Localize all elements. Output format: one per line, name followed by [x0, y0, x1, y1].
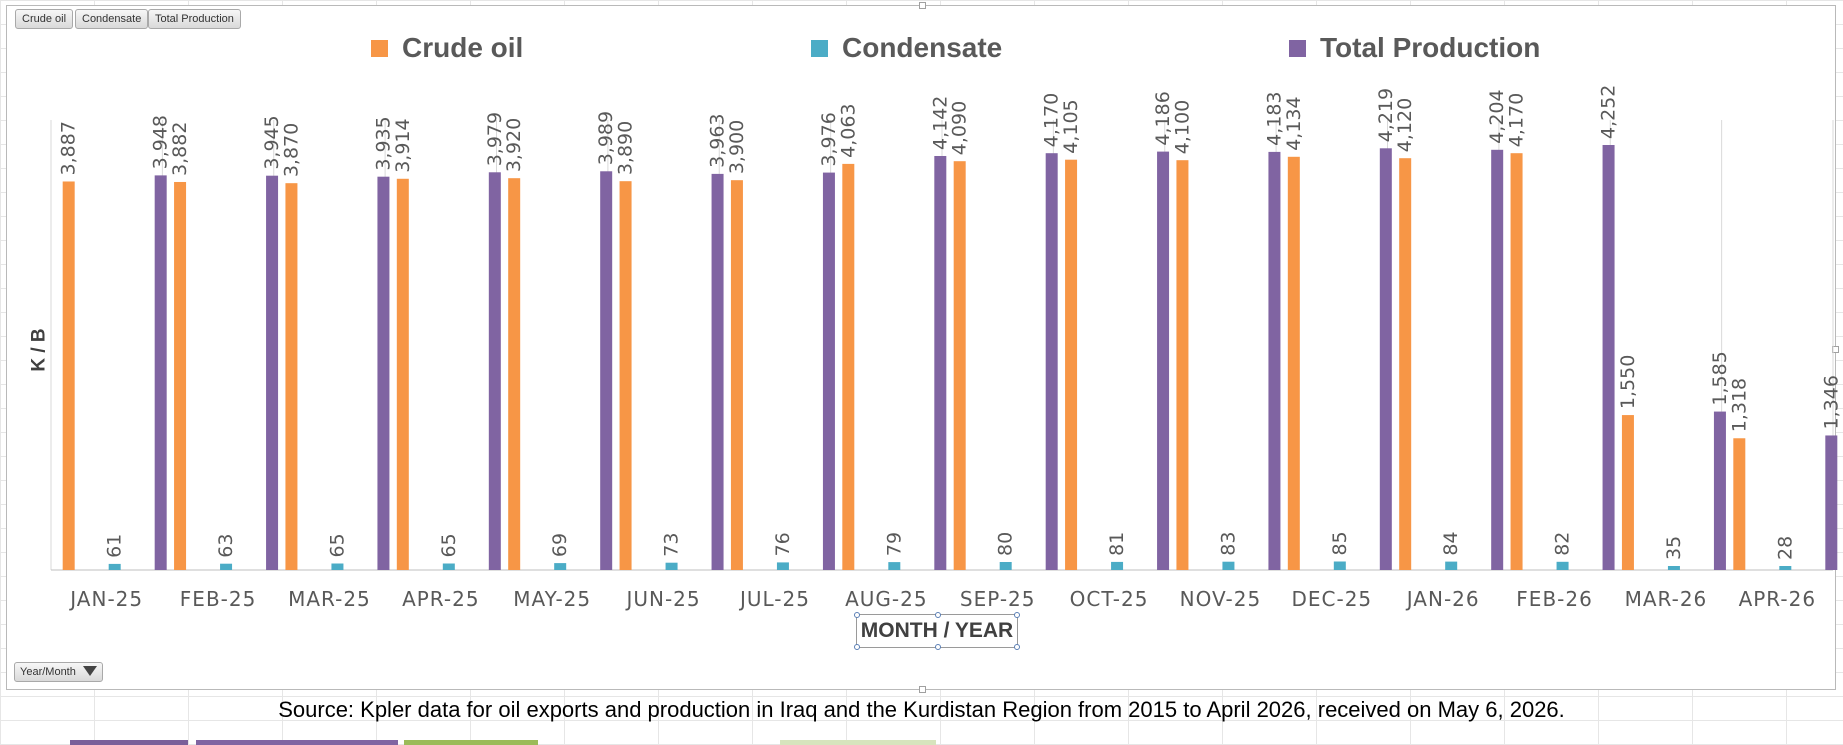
y-axis-title-text: K / B	[29, 328, 50, 372]
legend-swatch-crude-oil	[371, 39, 388, 57]
resize-handle-right[interactable]	[1832, 346, 1839, 353]
resize-handle-bottom[interactable]	[919, 686, 926, 693]
legend-item-crude-oil[interactable]: Crude oil	[371, 30, 523, 66]
field-button-condensate[interactable]: Condensate	[75, 9, 149, 29]
legend-label-total-production: Total Production	[1320, 32, 1541, 63]
source-caption: Source: Kpler data for oil exports and p…	[278, 697, 1565, 722]
sheet-tab[interactable]	[196, 740, 398, 745]
sheet-tab[interactable]	[780, 740, 936, 745]
selection-handle[interactable]	[935, 612, 941, 618]
selection-handle[interactable]	[1014, 644, 1020, 650]
field-button-total-production[interactable]: Total Production	[148, 9, 241, 29]
selection-handle[interactable]	[854, 644, 860, 650]
year-month-filter-button[interactable]: Year/Month	[14, 662, 103, 682]
legend-item-condensate[interactable]: Condensate	[811, 30, 1002, 66]
sheet-tab[interactable]	[404, 740, 538, 745]
legend-label-crude-oil: Crude oil	[402, 32, 524, 63]
filter-icon	[82, 666, 97, 676]
y-axis-title: K / B	[20, 328, 60, 372]
x-axis-title[interactable]: MONTH / YEAR	[854, 612, 1020, 650]
selection-handle[interactable]	[935, 644, 941, 650]
resize-handle-top[interactable]	[919, 2, 926, 9]
legend-swatch-condensate	[811, 39, 828, 57]
selection-handle[interactable]	[1014, 612, 1020, 618]
x-axis-title-text: MONTH / YEAR	[860, 619, 1014, 642]
legend-label-condensate: Condensate	[842, 32, 1003, 63]
field-button-crude-oil[interactable]: Crude oil	[15, 9, 74, 29]
selection-handle[interactable]	[854, 612, 860, 618]
legend-swatch-total-production	[1289, 39, 1306, 57]
chart-area[interactable]	[6, 2, 1839, 693]
filter-button-label: Year/Month	[20, 666, 76, 678]
legend-item-total-production[interactable]: Total Production	[1289, 30, 1540, 66]
sheet-tab[interactable]	[70, 740, 188, 745]
